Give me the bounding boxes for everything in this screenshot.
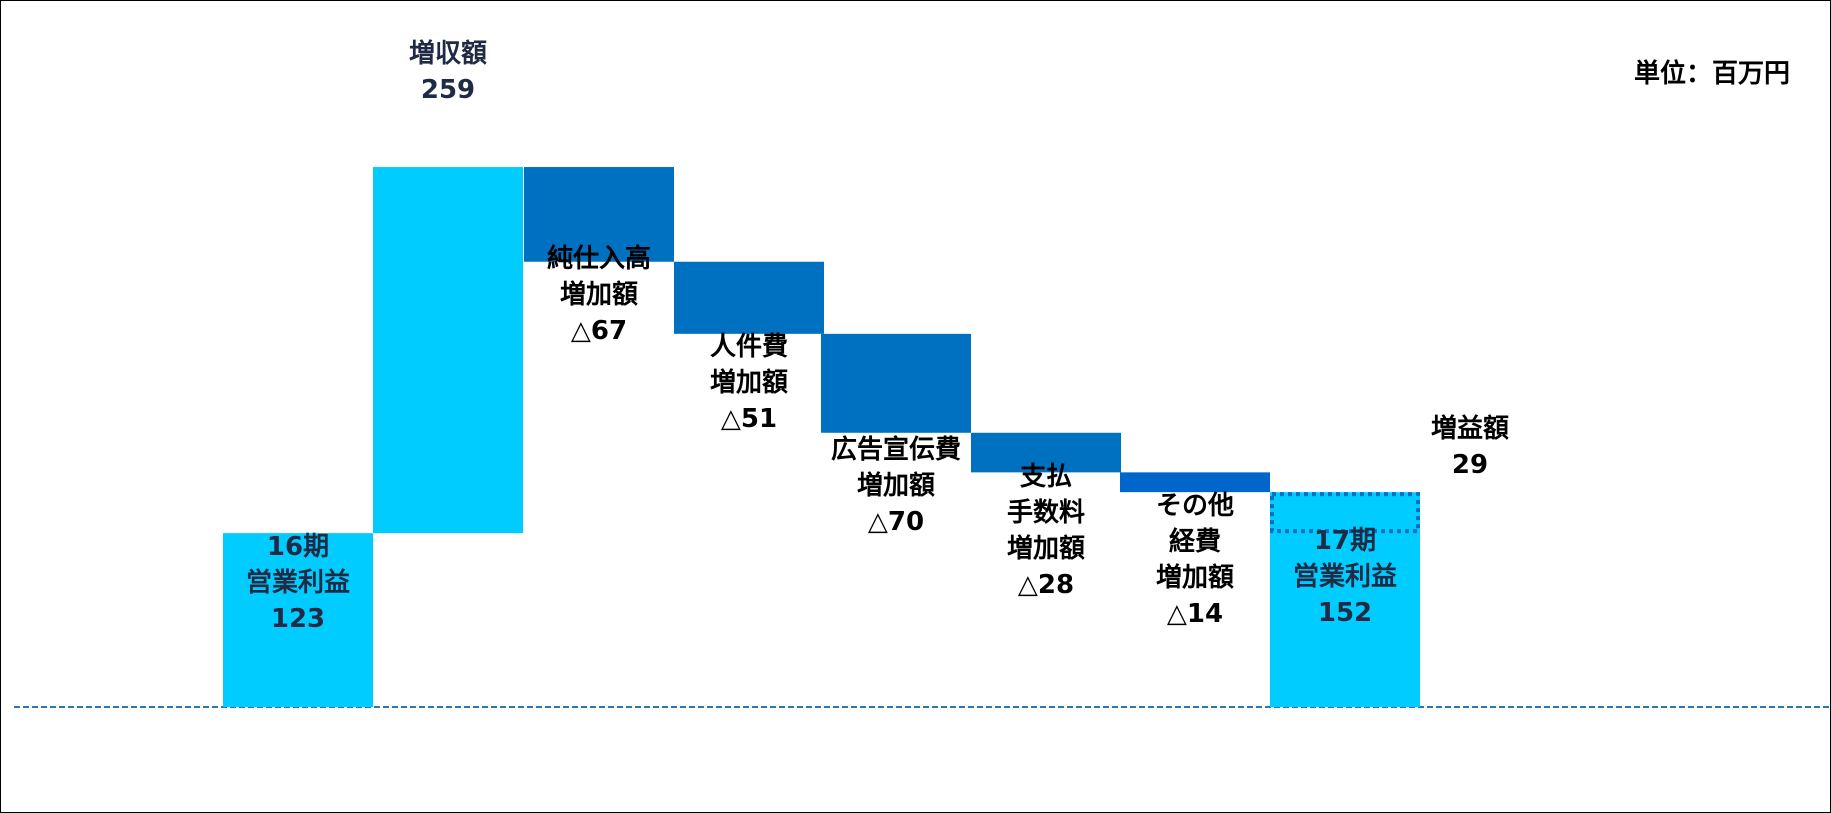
profit-increase-outline	[1270, 492, 1420, 534]
bar-personnel	[674, 261, 824, 334]
label-revenue: 増収額 259	[409, 39, 487, 105]
bar-purchase	[524, 167, 674, 262]
label-end: 17期営業利益 152	[1293, 526, 1397, 628]
label-other: その他経費増加額△14	[1156, 491, 1234, 629]
bar-start	[223, 533, 373, 707]
bar-advertising	[821, 333, 971, 433]
unit-label: 単位：百万円	[1634, 58, 1790, 89]
label-fees: 支払手数料増加額△28	[1007, 462, 1085, 600]
label-profit-increase: 増益額 29	[1431, 414, 1509, 480]
label-advertising: 広告宣伝費増加額△70	[831, 434, 961, 537]
bar-other	[1120, 472, 1270, 493]
bar-end	[1270, 492, 1420, 707]
label-start: 16期営業利益 123	[246, 532, 350, 634]
label-personnel: 人件費増加額△51	[710, 332, 788, 434]
label-purchase: 純仕入高増加額△67	[547, 243, 651, 346]
bar-revenue	[373, 167, 523, 534]
bar-fees	[971, 432, 1121, 473]
